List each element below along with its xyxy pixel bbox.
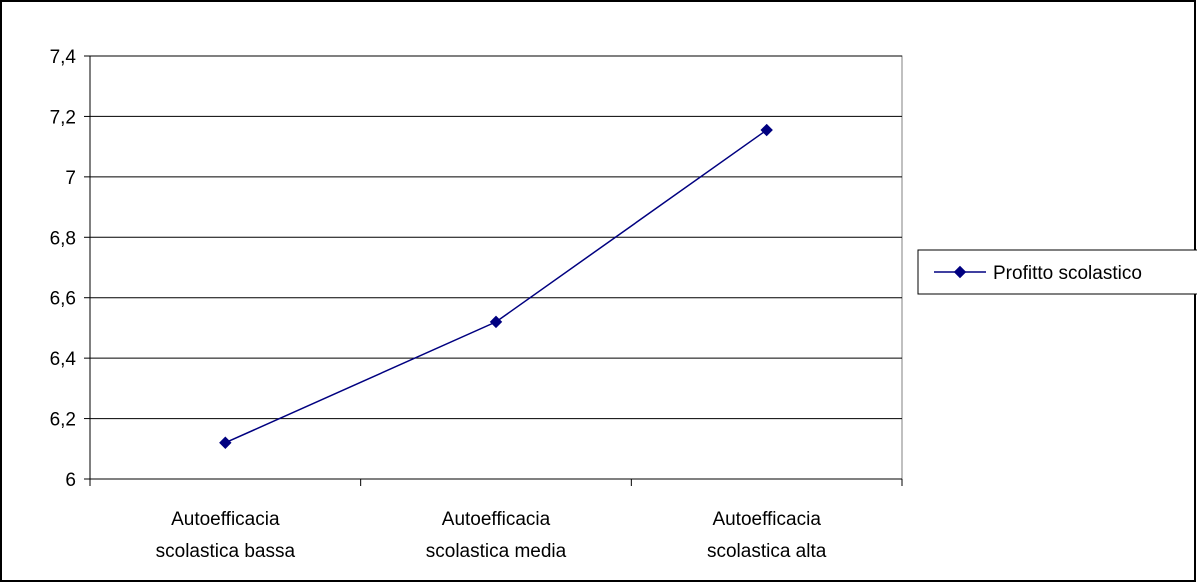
y-tick-label: 7,2 [50, 107, 76, 128]
y-tick-label: 6,2 [50, 410, 76, 431]
y-tick-label: 7 [65, 168, 76, 189]
data-point-marker [489, 315, 503, 329]
data-point-marker [760, 123, 773, 137]
x-tick-label: Autoefficacia scolastica media [426, 509, 567, 562]
y-tick-label: 6,4 [50, 349, 77, 370]
data-point-marker [219, 436, 232, 449]
gridlines [90, 55, 902, 420]
x-tick-label: Autoefficacia scolastica bassa [156, 509, 296, 562]
axes: 6 6,2 6,4 6,6 6,8 7 7,2 7,4 Autoefficacia scolast… [50, 47, 903, 562]
plot-area [89, 55, 903, 480]
x-tick-label: Autoefficacia scolastica alta [707, 509, 827, 562]
legend-label: Profitto scolastico [993, 263, 1142, 284]
y-tick-label: 6 [65, 470, 76, 491]
y-tick-label: 6,8 [50, 228, 76, 249]
y-tick-label: 6,6 [50, 289, 76, 310]
y-tick-label: 7,4 [50, 47, 77, 68]
series-layer [219, 123, 773, 449]
legend-marker-diamond-icon [953, 265, 967, 279]
legend: Profitto scolastico [917, 249, 1197, 295]
